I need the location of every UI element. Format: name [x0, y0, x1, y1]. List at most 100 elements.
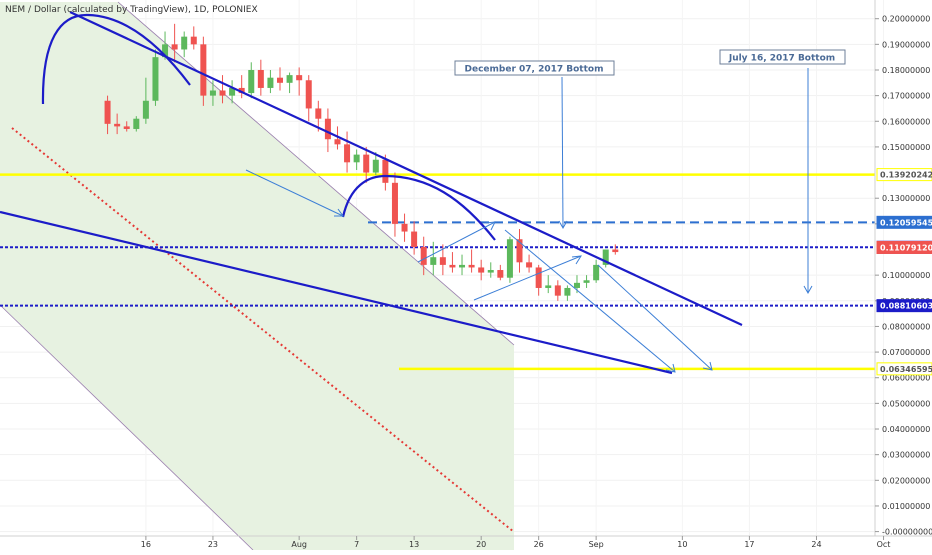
level-0-1206-label-text: 0.12059545 — [880, 218, 932, 227]
xtick-label-5: 20 — [476, 540, 486, 549]
candle-body-37 — [459, 264, 466, 268]
candle-body-8 — [181, 36, 188, 50]
trendlines — [0, 11, 743, 375]
candle-body-49 — [573, 282, 580, 288]
channel-fill — [0, 2, 514, 550]
arrow-head-5 — [702, 361, 713, 371]
candle-body-42 — [506, 239, 513, 278]
ytick-label-10: 0.08000000 — [882, 322, 930, 331]
candle-body-53 — [612, 249, 619, 253]
annotation-december-text: December 07, 2017 Bottom — [465, 65, 604, 75]
ytick-label-13: 0.05000000 — [882, 399, 930, 408]
xtick-label-11: Oct — [877, 540, 891, 549]
xtick-label-6: 26 — [534, 540, 544, 549]
xtick-label-3: 7 — [354, 540, 359, 549]
candle-body-30 — [391, 182, 398, 224]
candle-body-34 — [430, 257, 437, 265]
ytick-label-17: 0.01000000 — [882, 502, 930, 511]
candle-body-7 — [171, 44, 178, 50]
candle-body-10 — [200, 44, 207, 96]
candle-body-43 — [516, 239, 523, 263]
candle-body-44 — [526, 262, 533, 268]
candle-body-52 — [602, 249, 609, 265]
level-0-1392-label-text: 0.13920242 — [880, 171, 932, 180]
ytick-label-18: -0.00000000 — [882, 528, 932, 537]
arrow-head-4 — [665, 363, 676, 373]
candle-body-12 — [219, 90, 226, 96]
candle-body-16 — [257, 69, 264, 88]
lower-wedge-line — [0, 210, 673, 375]
xtick-label-4: 13 — [409, 540, 419, 549]
candles — [104, 23, 619, 301]
price-axis-ticks: 0.20000000 0.19000000 0.18000000 0.17000000… — [875, 15, 932, 537]
ytick-label-1: 0.19000000 — [882, 40, 930, 49]
xtick-label-10: 24 — [811, 540, 821, 549]
candle-body-4 — [142, 100, 149, 119]
candle-body-38 — [468, 264, 475, 268]
candle-body-6 — [162, 44, 169, 58]
candle-body-0 — [104, 100, 111, 124]
annotation-december-box — [454, 60, 615, 76]
descending-resistance-line — [69, 11, 743, 326]
level-0-0881-label-bg — [876, 299, 932, 313]
price-axis-labels: 0.139202420.120595450.110870430.08810603… — [876, 168, 932, 376]
candle-body-14 — [238, 87, 245, 94]
candle-body-48 — [564, 287, 571, 296]
ytick-label-11: 0.07000000 — [882, 348, 930, 357]
candle-body-19 — [286, 75, 293, 83]
time-axis-ticks: 1623Aug7132026Sep101724Oct8 — [141, 536, 891, 549]
candle-body-21 — [305, 80, 312, 109]
red-dotted-support — [11, 127, 515, 533]
arc-top-left — [41, 13, 191, 105]
last-price-label-text: 0.11079120 — [880, 243, 932, 252]
ytick-label-5: 0.15000000 — [882, 143, 930, 152]
arrow-head-3 — [571, 255, 582, 265]
candle-body-5 — [152, 57, 159, 101]
candle-body-50 — [583, 280, 590, 283]
candle-body-2 — [123, 126, 130, 129]
candle-body-33 — [420, 246, 427, 265]
ytick-label-14: 0.04000000 — [882, 425, 930, 434]
candle-body-24 — [334, 139, 341, 145]
level-0-0635-label-text: 0.06346595 — [880, 365, 932, 374]
chart-title: NEM / Dollar (calculated by TradingView)… — [5, 5, 258, 15]
candle-body-17 — [267, 77, 274, 88]
candle-body-26 — [353, 154, 360, 163]
candle-body-41 — [497, 270, 504, 278]
xtick-label-9: 17 — [744, 540, 754, 549]
candle-body-15 — [248, 69, 255, 94]
candle-body-51 — [593, 264, 600, 281]
arrow-head-2 — [485, 221, 496, 231]
candle-body-46 — [545, 285, 552, 288]
channel-lower-line — [0, 304, 254, 551]
annotation-july: July 16, 2017 Bottom — [719, 49, 846, 65]
arrow-line-4 — [504, 229, 676, 373]
last-price-label-bg — [876, 240, 932, 254]
candle-body-39 — [478, 267, 485, 273]
annotation-july-box — [719, 49, 846, 65]
xtick-label-8: 10 — [677, 540, 687, 549]
ytick-label-0: 0.20000000 — [882, 15, 930, 24]
candle-body-20 — [296, 75, 303, 81]
xtick-label-7: Sep — [589, 540, 604, 549]
candle-body-28 — [372, 159, 379, 173]
ytick-label-12: 0.06000000 — [882, 374, 930, 383]
candle-body-1 — [114, 123, 121, 127]
ytick-label-4: 0.16000000 — [882, 117, 930, 126]
ytick-label-3: 0.17000000 — [882, 92, 930, 101]
ytick-label-15: 0.03000000 — [882, 451, 930, 460]
candle-body-40 — [487, 270, 494, 273]
arrows — [245, 68, 813, 373]
arc-top-middle — [341, 174, 496, 241]
candle-body-47 — [554, 285, 561, 296]
candle-body-45 — [535, 267, 542, 288]
candle-body-32 — [411, 231, 418, 247]
xtick-label-0: 16 — [141, 540, 151, 549]
ytick-label-8: 0.10000000 — [882, 271, 930, 280]
annotation-july-text: July 16, 2017 Bottom — [728, 54, 835, 64]
candle-body-31 — [401, 223, 408, 232]
arrow-line-3 — [473, 255, 582, 301]
ytick-label-16: 0.02000000 — [882, 476, 930, 485]
